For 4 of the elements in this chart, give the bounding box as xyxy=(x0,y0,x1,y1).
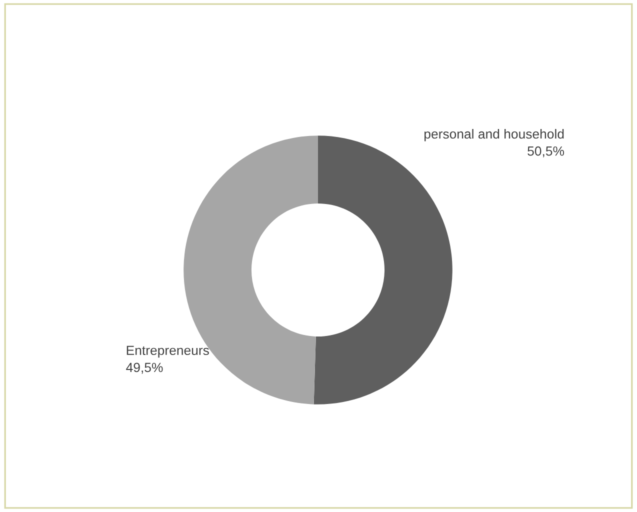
data-label: 49,5% xyxy=(126,362,163,374)
data-label: 50,5% xyxy=(528,146,564,158)
slice-label: personal and household xyxy=(424,128,564,142)
slice-label: Entrepreneurs xyxy=(126,346,209,358)
